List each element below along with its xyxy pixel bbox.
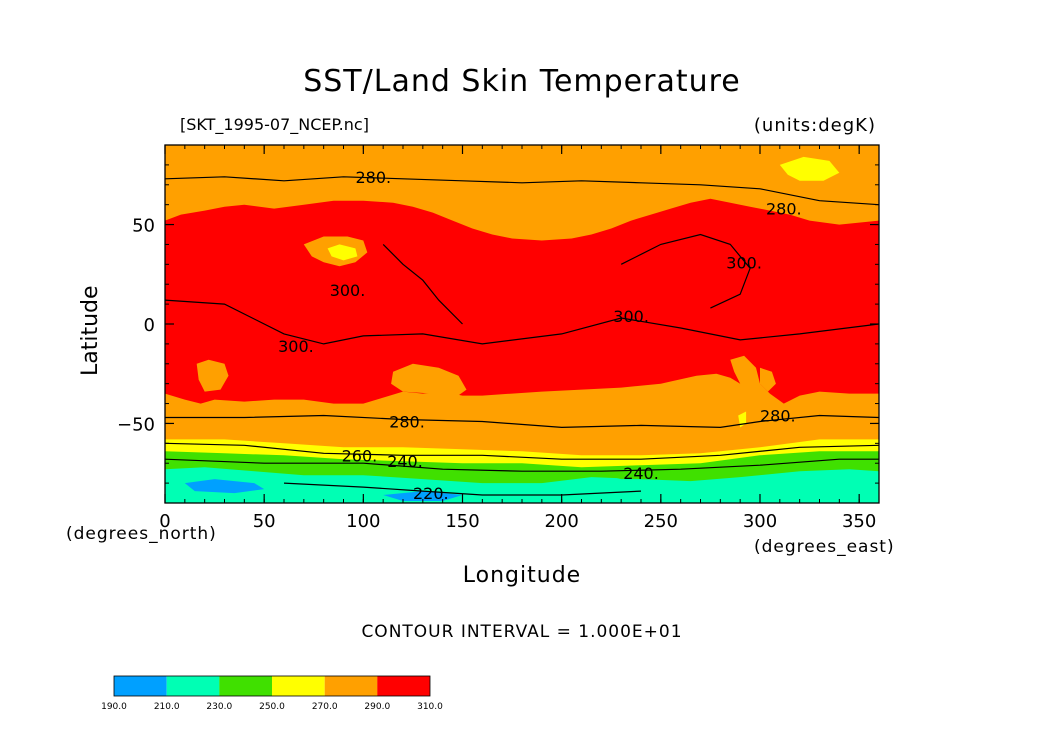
y-tick-label: −50 bbox=[117, 414, 155, 435]
contour-line bbox=[165, 414, 879, 429]
contour-line bbox=[620, 233, 751, 309]
colorbar-label: 210.0 bbox=[154, 702, 180, 712]
contour-label: 220. bbox=[413, 484, 449, 503]
contour-line bbox=[382, 243, 463, 325]
colorbar-label: 290.0 bbox=[364, 702, 390, 712]
contour-line bbox=[165, 176, 879, 206]
band-190-210 bbox=[184, 479, 265, 494]
colorbar-label: 190.0 bbox=[101, 702, 127, 712]
contour-label: 240. bbox=[387, 452, 423, 471]
x-tick-label: 200 bbox=[544, 511, 578, 532]
band-270-290-pampas bbox=[760, 367, 776, 392]
contour-line bbox=[165, 299, 879, 345]
band-270-290-andes bbox=[730, 355, 760, 434]
colorbar-label: 270.0 bbox=[312, 702, 338, 712]
x-tick-label: 350 bbox=[842, 511, 876, 532]
x-axis-label: Longitude bbox=[462, 563, 582, 588]
x-tick-label: 0 bbox=[159, 511, 170, 532]
band-250-270-greenland bbox=[779, 156, 840, 181]
y-axis-units: (degrees_north) bbox=[66, 524, 217, 544]
band-270-290-australia bbox=[391, 363, 467, 400]
band-270-290-south-africa bbox=[196, 359, 229, 392]
dataset-filename: [SKT_1995-07_NCEP.nc] bbox=[180, 115, 369, 134]
contour-label: 300. bbox=[330, 281, 366, 300]
x-axis-units: (degrees_east) bbox=[754, 537, 895, 557]
colorbar-legend: 190.0 210.0 230.0 250.0 270.0 290.0 310.0 bbox=[101, 675, 443, 712]
band-230-250-patch bbox=[591, 469, 671, 480]
x-tick-label: 100 bbox=[346, 511, 380, 532]
contour-line bbox=[165, 458, 879, 472]
y-tick-label: 50 bbox=[132, 216, 155, 237]
contour-label: 280. bbox=[389, 413, 425, 432]
chart-title: SST/Land Skin Temperature bbox=[303, 64, 741, 99]
contour-label: 300. bbox=[726, 253, 762, 272]
colorbar-swatch bbox=[324, 676, 378, 696]
y-tick-label: 0 bbox=[144, 315, 155, 336]
colorbar-label: 250.0 bbox=[259, 702, 285, 712]
band-250-270-highland bbox=[327, 244, 358, 261]
colorbar-swatch bbox=[377, 676, 430, 696]
colorbar-swatch bbox=[272, 676, 325, 696]
colorbar-label: 230.0 bbox=[206, 702, 232, 712]
colorbar-swatch bbox=[114, 676, 167, 696]
map-plot-area: 280. 280. 300. 300. 300. 300. 280. 280. 260. 240.… bbox=[165, 145, 879, 503]
contour-label: 280. bbox=[760, 407, 796, 426]
x-tick-label: 150 bbox=[445, 511, 479, 532]
contour-line bbox=[165, 442, 879, 460]
contour-label: 260. bbox=[342, 446, 378, 465]
colorbar-swatch bbox=[219, 676, 272, 696]
map-axes: 0 50 100 150 200 250 300 350 −50 0 50 bbox=[117, 144, 880, 532]
contour-line bbox=[283, 482, 642, 496]
contour-interval-note: CONTOUR INTERVAL = 1.000E+01 bbox=[361, 622, 683, 642]
units-label: (units:degK) bbox=[753, 115, 876, 136]
colorbar-swatch bbox=[166, 676, 220, 696]
contour-label: 280. bbox=[355, 168, 391, 187]
band-190-210-b bbox=[383, 491, 463, 501]
x-tick-label: 300 bbox=[743, 511, 777, 532]
x-tick-label: 50 bbox=[253, 511, 276, 532]
contour-label: 300. bbox=[278, 337, 314, 356]
band-210-230 bbox=[165, 467, 879, 503]
colorbar-label: 310.0 bbox=[417, 702, 443, 712]
colorbar-frame bbox=[113, 675, 431, 697]
x-tick-label: 250 bbox=[644, 511, 678, 532]
contour-label: 240. bbox=[623, 464, 659, 483]
contour-label: 300. bbox=[613, 307, 649, 326]
contour-label: 280. bbox=[766, 200, 802, 219]
